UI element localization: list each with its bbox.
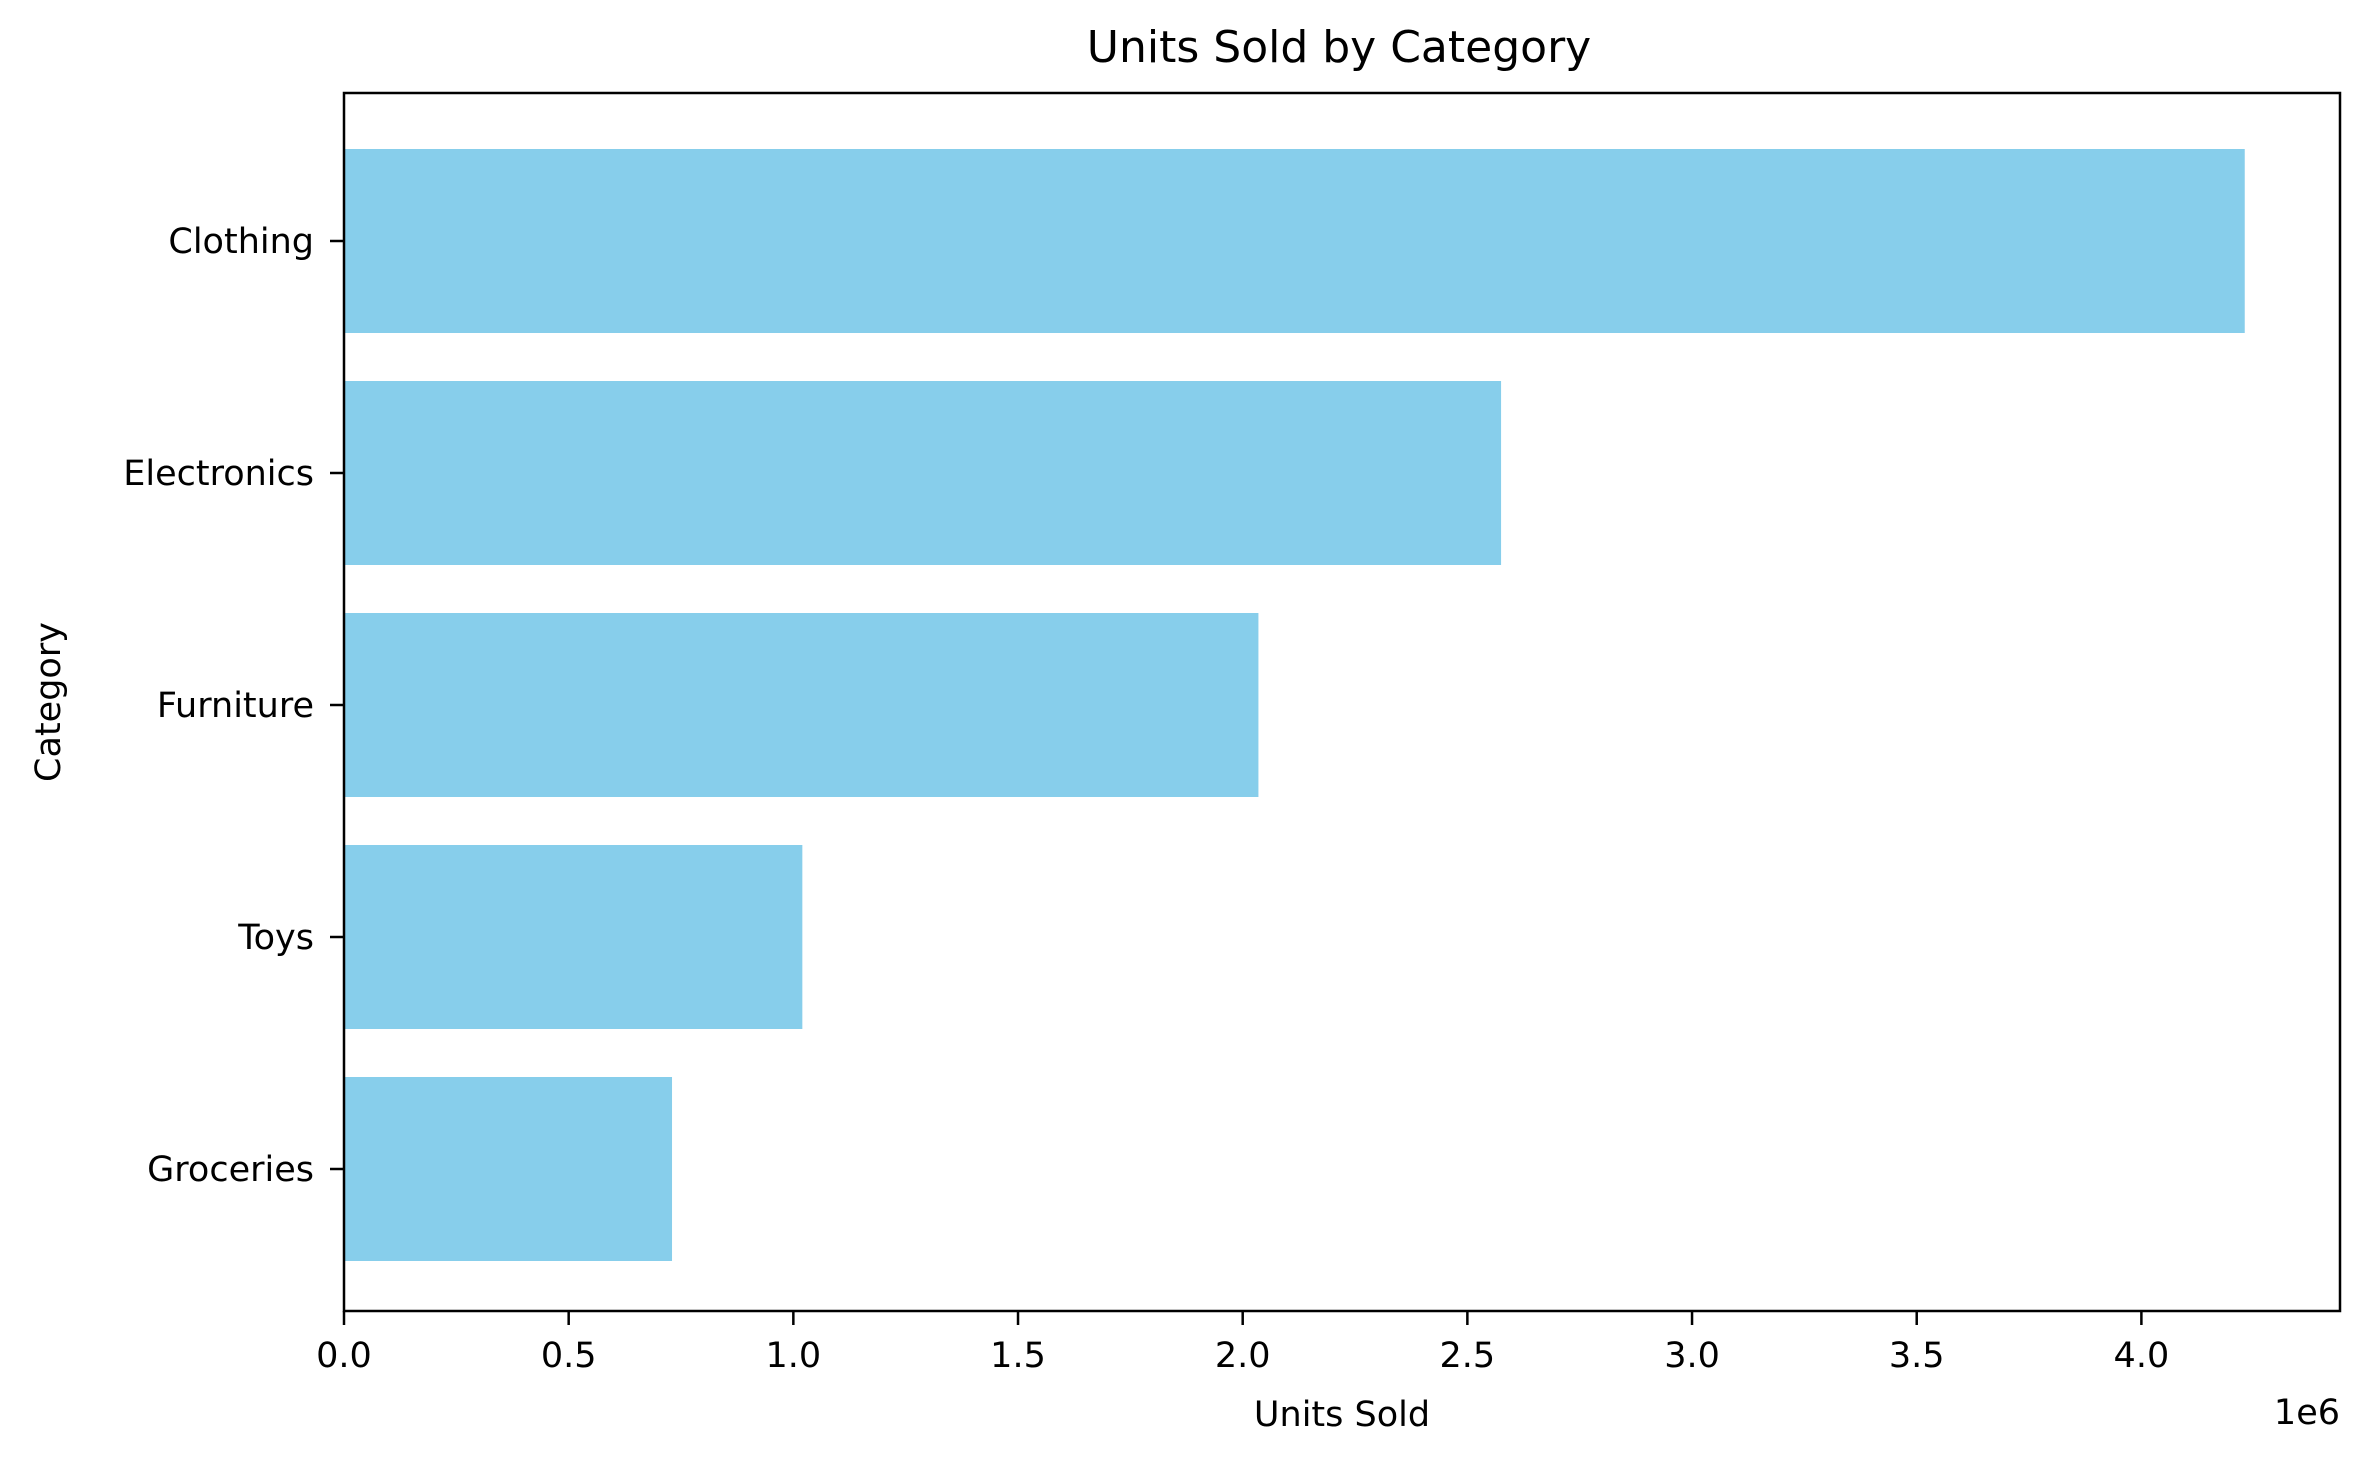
bar-furniture (344, 613, 1259, 797)
chart-title: Units Sold by Category (1087, 22, 1591, 73)
x-tick-label: 3.0 (1664, 1336, 1720, 1376)
y-axis-label: Category (29, 622, 69, 782)
x-tick-label: 2.5 (1440, 1336, 1496, 1376)
bar-clothing (344, 149, 2245, 333)
plot-area-frame (342, 91, 2342, 1313)
x-tick-label: 0.0 (316, 1336, 372, 1376)
ticks-layer: Clothing Electronics Furniture Toys Grocerie… (123, 222, 2169, 1376)
x-axis-offset-label: 1e6 (2274, 1393, 2340, 1433)
x-tick-label: 4.0 (2114, 1336, 2170, 1376)
y-tick-label: Groceries (147, 1150, 314, 1190)
x-tick-label: 1.0 (766, 1336, 822, 1376)
y-tick-label: Toys (237, 918, 314, 958)
y-tick-label: Clothing (168, 222, 314, 262)
x-tick-label: 3.5 (1889, 1336, 1945, 1376)
x-tick-label: 1.5 (990, 1336, 1046, 1376)
x-axis-label: Units Sold (1254, 1395, 1430, 1435)
bar-groceries (344, 1077, 673, 1261)
x-tick-label: 2.0 (1215, 1336, 1271, 1376)
bar-electronics (344, 381, 1502, 565)
y-tick-label: Electronics (123, 454, 314, 494)
x-tick-label: 0.5 (541, 1336, 597, 1376)
bars-layer (344, 149, 2245, 1261)
y-tick-label: Furniture (157, 686, 314, 726)
bar-toys (344, 845, 803, 1029)
